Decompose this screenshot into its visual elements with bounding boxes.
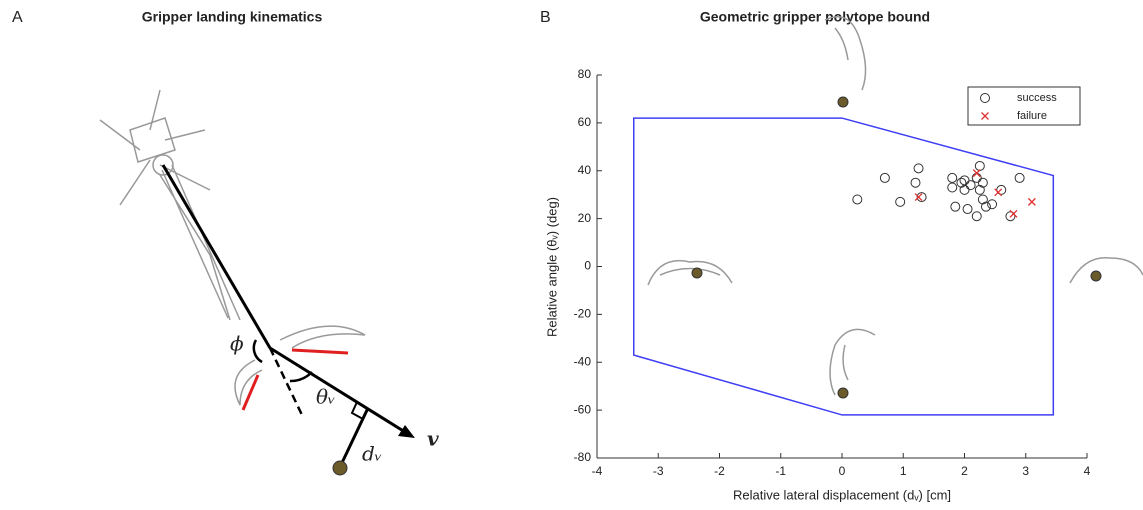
y-tick-label: 40 [578, 163, 592, 177]
legend-label: success [1017, 92, 1057, 104]
y-axis-label: Relative angle (θᵥ) (deg) [544, 197, 559, 337]
point [910, 177, 921, 188]
point [987, 199, 998, 210]
point [965, 180, 976, 191]
y-tick-label: 80 [578, 67, 592, 81]
point [977, 194, 988, 205]
x-tick-label: 0 [839, 464, 846, 478]
legend-label: failure [1017, 110, 1047, 122]
y-tick-label: -80 [574, 450, 592, 464]
x-tick-label: -3 [653, 464, 664, 478]
y-tick-label: 20 [578, 211, 592, 225]
point [947, 172, 958, 183]
legend-marker [981, 112, 989, 120]
point [962, 204, 973, 215]
point [879, 172, 890, 183]
point [977, 177, 988, 188]
point [971, 211, 982, 222]
panel-letter: A [12, 9, 23, 26]
legend-marker [980, 93, 990, 103]
point [950, 201, 961, 212]
chart-title: Geometric gripper polytope bound [700, 9, 930, 25]
point [980, 201, 991, 212]
panel-letter: B [540, 9, 551, 26]
point [916, 192, 927, 203]
x-tick-label: 2 [961, 464, 968, 478]
point [947, 182, 958, 193]
point [974, 184, 985, 195]
x-tick-label: 4 [1084, 464, 1091, 478]
point [974, 160, 985, 171]
point [971, 172, 982, 183]
point [914, 193, 923, 202]
kinematics-lines [161, 164, 415, 476]
phi-label: ϕ [230, 332, 244, 356]
panel-title: Gripper landing kinematics [142, 9, 323, 25]
y-tick-label: 60 [578, 115, 592, 129]
gripper-illustrations [647, 16, 1143, 399]
y-tick-label: -20 [574, 307, 592, 321]
v-label: v [427, 427, 439, 451]
point [1005, 211, 1016, 222]
x-axis-label: Relative lateral displacement (dᵥ) [cm] [733, 487, 951, 502]
x-tick-label: -2 [714, 464, 725, 478]
point [959, 175, 970, 186]
y-tick-label: -60 [574, 402, 592, 416]
point [1014, 172, 1025, 183]
point [913, 163, 924, 174]
polytope-boundary [633, 117, 1055, 416]
x-tick-label: -1 [775, 464, 786, 478]
point [996, 184, 1007, 195]
point [852, 194, 863, 205]
point [956, 177, 967, 188]
point [972, 169, 981, 178]
d-label: dᵥ [362, 442, 382, 466]
point [1027, 197, 1036, 206]
x-tick-label: 1 [900, 464, 907, 478]
y-tick-label: 0 [584, 259, 591, 273]
y-tick-label: -40 [574, 354, 592, 368]
legend: success failure [967, 86, 1081, 126]
point [1009, 209, 1018, 218]
point [959, 184, 970, 195]
point [895, 196, 906, 207]
x-tick-label: -4 [592, 464, 603, 478]
x-tick-label: 3 [1022, 464, 1029, 478]
robot-illustration [99, 89, 366, 406]
point [994, 188, 1003, 197]
theta-label: θᵥ [316, 385, 336, 409]
